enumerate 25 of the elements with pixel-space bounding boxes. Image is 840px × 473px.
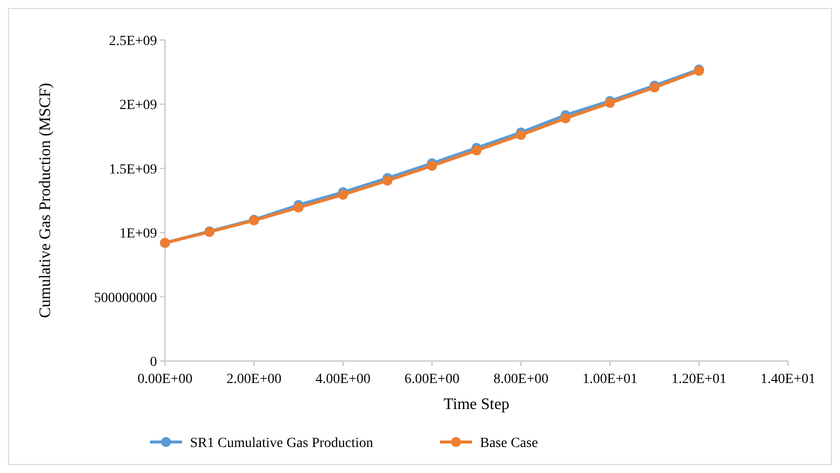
y-tick-label: 0 <box>150 355 157 370</box>
y-tick-label: 1.5E+09 <box>109 162 157 178</box>
x-tick-label: 2.00E+00 <box>226 372 282 387</box>
point <box>294 202 304 213</box>
legend-label: SR1 Cumulative Gas Production <box>190 436 374 451</box>
point <box>516 130 526 140</box>
y-tick-label: 2E+09 <box>120 98 157 114</box>
point <box>338 190 348 200</box>
x-tick-label: 0.00E+00 <box>138 372 192 387</box>
y-tick-label: 1E+09 <box>120 226 157 242</box>
x-tick-label: 4.00E+00 <box>316 372 370 387</box>
x-tick-label: 6.00E+00 <box>404 372 460 387</box>
x-tick-label: 1.20E+01 <box>672 372 726 387</box>
point <box>560 113 570 124</box>
x-tick-label: 1.00E+01 <box>582 372 638 387</box>
point <box>427 160 437 171</box>
y-axis-title: Cumulative Gas Production (MSCF) <box>37 82 54 318</box>
x-tick-label: 1.40E+01 <box>760 372 816 387</box>
x-tick-label: 8.00E+00 <box>494 372 548 387</box>
point <box>472 145 482 156</box>
y-tick-label: 2.5E+09 <box>109 34 157 49</box>
y-tick-label: 500000000 <box>94 290 157 306</box>
x-axis-title: Time Step <box>444 396 510 413</box>
legend-label: Base Case <box>480 436 538 451</box>
point <box>382 176 392 186</box>
